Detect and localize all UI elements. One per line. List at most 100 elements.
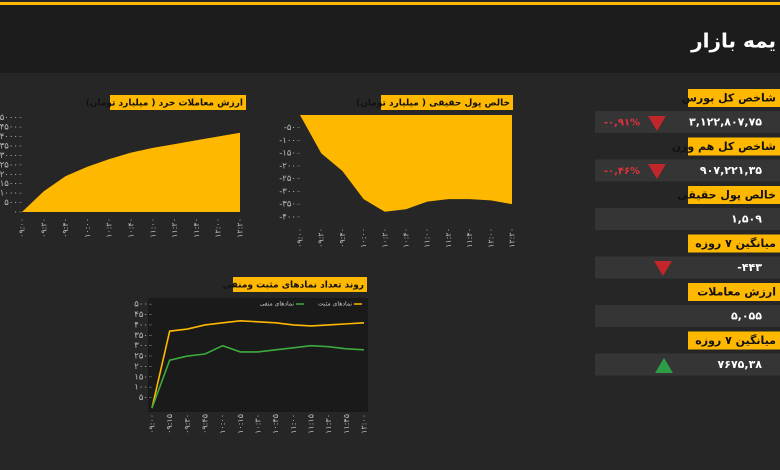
chart-title: روند تعداد نمادهای مثبت ومنفی (223, 281, 364, 291)
value-box (595, 111, 780, 133)
y-tick-label: ۳۰۰ (134, 341, 148, 351)
item-label: ارزش معاملات (697, 286, 776, 299)
y-tick-label: -۱۰۰ (279, 136, 296, 146)
y-tick-label: ۱۰۰۰ (0, 189, 18, 199)
item-change: -۰,۴۶% (604, 166, 640, 177)
x-tick-label: ۰۹:۱۵ (165, 414, 174, 434)
label-box (688, 331, 780, 350)
header-band (0, 4, 780, 73)
x-tick-label: ۱۱:۳۰ (324, 414, 333, 434)
y-tick-label: ۵۰۰۰ (0, 113, 18, 123)
x-tick-label: ۰۹:۳۰ (183, 414, 192, 434)
x-tick-label: ۱۰:۳۰ (254, 414, 263, 434)
item-value: ۵,۰۵۵ (731, 310, 762, 323)
item-value: ۱,۵۰۹ (731, 213, 762, 226)
y-tick-label: ۲۵۰ (134, 352, 148, 362)
title-box (110, 95, 246, 110)
x-tick-label: ۱۱:۴۵ (342, 414, 351, 434)
label-box (688, 89, 780, 107)
x-tick-label: ۰۹:۰۰ (148, 414, 157, 434)
x-tick-label: ۱۰:۴۵ (271, 414, 280, 434)
y-tick-label: ۵۰ (139, 393, 148, 403)
value-box (595, 159, 780, 182)
item-label: میانگین ۷ روزه (695, 334, 776, 347)
legend-label: نمادهای مثبت (318, 301, 352, 308)
y-tick-label: -۳۵۰ (279, 200, 296, 210)
item-label: خالص پول حقیقی (677, 189, 776, 202)
y-tick-label: ۴۰۰ (134, 320, 148, 330)
label-box (688, 234, 780, 253)
y-tick-label: -۲۵۰ (279, 174, 296, 184)
item-value: ۳,۱۲۲,۸۰۷,۷۵ (689, 116, 762, 129)
x-tick-label: ۱۲:۰۰ (214, 218, 223, 238)
chart-title: خالص پول حقیقی ( میلیارد تومان) (356, 99, 510, 109)
y-tick-label: -۴۰۰ (279, 212, 296, 222)
y-tick-label: -۱۵۰ (279, 149, 296, 159)
x-tick-label: ۱۱:۲۰ (170, 218, 179, 238)
label-box (688, 186, 780, 204)
x-tick-label: ۱۰:۲۰ (105, 218, 114, 238)
item-change: -۰,۹۱% (604, 118, 640, 129)
area (300, 115, 512, 212)
x-tick-label: ۰۹:۰۰ (18, 218, 27, 238)
item-label: شاخص کل هم وزن (672, 140, 776, 153)
y-tick-label: ۴۵۰۰ (0, 123, 18, 133)
x-tick-label: ۱۱:۰۰ (289, 414, 298, 434)
y-tick-label: ۵۰۰ (134, 300, 148, 310)
item-label: میانگین ۷ روزه (695, 237, 776, 250)
y-tick-label: ۰ (13, 208, 18, 218)
y-tick-label: ۴۰۰۰ (0, 132, 18, 142)
x-tick-label: ۱۰:۴۰ (402, 228, 411, 248)
x-tick-label: ۱۰:۰۰ (359, 228, 368, 248)
value-box (595, 208, 780, 230)
x-tick-label: ۱۱:۴۰ (465, 228, 474, 248)
y-tick-label: ۱۵۰۰ (0, 179, 18, 189)
y-tick-label: ۵۰۰ (4, 198, 18, 208)
y-tick-label: ۳۰۰۰ (0, 151, 18, 161)
item-value: ۷۶۷۵,۳۸ (718, 358, 763, 371)
y-tick-label: -۵۰ (284, 123, 296, 133)
y-tick-label: ۱۰۰ (134, 383, 148, 393)
header-accent (0, 2, 780, 5)
x-tick-label: ۱۰:۰۰ (83, 218, 92, 238)
x-tick-label: ۱۲:۲۰ (508, 228, 517, 248)
chart-title: ارزش معاملات خرد ( میلیارد تومان) (86, 99, 243, 109)
y-tick-label: ۲۵۰۰ (0, 160, 18, 170)
value-box (595, 256, 780, 279)
legend-label: نمادهای منفی (260, 301, 295, 308)
down-arrow (654, 261, 672, 276)
value-box (595, 305, 780, 327)
label-box (688, 137, 780, 156)
x-tick-label: ۱۲:۲۰ (236, 218, 245, 238)
x-tick-label: ۱۰:۱۵ (236, 414, 245, 434)
y-tick-label: -۳۰۰ (279, 187, 296, 197)
label-box (688, 283, 780, 301)
y-tick-label: ۲۰۰ (134, 362, 148, 372)
x-tick-label: ۱۱:۱۵ (307, 414, 316, 434)
y-tick-label: ۲۰۰۰ (0, 170, 18, 180)
x-tick-label: ۱۱:۰۰ (423, 228, 432, 248)
down-arrow (648, 116, 666, 131)
y-tick-label: ۳۵۰۰ (0, 141, 18, 151)
plot-area (148, 298, 368, 412)
x-tick-label: ۱۲:۰۰ (486, 228, 495, 248)
x-tick-label: ۰۹:۲۰ (39, 218, 48, 238)
y-tick-label: -۲۰۰ (279, 161, 296, 171)
up-arrow (655, 358, 673, 373)
item-label: شاخص کل بورس (682, 92, 776, 105)
x-tick-label: ۱۱:۲۰ (444, 228, 453, 248)
line (151, 344, 365, 409)
x-tick-label: ۱۰:۰۰ (218, 414, 227, 434)
item-value: -۴۴۳ (737, 261, 762, 274)
y-tick-label: ۴۵۰ (134, 310, 148, 320)
x-tick-label: ۰۹:۴۰ (61, 218, 70, 238)
area (22, 132, 240, 212)
x-tick-label: ۱۱:۰۰ (148, 218, 157, 238)
x-tick-label: ۱۰:۲۰ (380, 228, 389, 248)
y-tick-label: ۳۵۰ (134, 331, 148, 341)
header-title: یمه بازار (690, 29, 776, 53)
line (151, 319, 365, 409)
